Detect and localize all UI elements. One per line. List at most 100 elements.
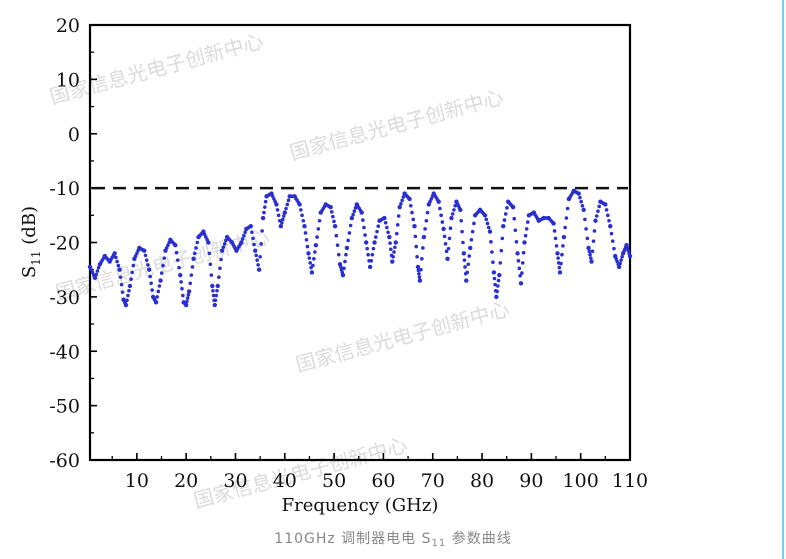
curve-dot — [217, 275, 221, 279]
curve-dot — [452, 208, 456, 212]
curve-dot — [221, 245, 226, 250]
curve-dot — [262, 210, 266, 215]
curve-dot — [421, 246, 425, 250]
data-point — [359, 210, 364, 215]
data-point — [518, 281, 524, 286]
x-tick-label: 30 — [223, 470, 247, 492]
curve-dot — [614, 257, 618, 261]
data-point — [593, 218, 598, 223]
curve-dot — [594, 214, 599, 218]
curve-dot — [584, 227, 588, 231]
curve-dot — [499, 248, 504, 253]
data-point — [309, 270, 315, 275]
curve-dot — [557, 265, 562, 270]
data-point — [487, 229, 493, 234]
data-point — [274, 202, 279, 207]
curve-dot — [115, 259, 119, 264]
y-tick-label: 0 — [68, 124, 80, 146]
curve-dot — [395, 223, 400, 227]
data-point — [603, 202, 608, 207]
curve-dot — [385, 225, 389, 230]
curve-dot — [177, 265, 181, 270]
curve-dot — [162, 256, 167, 260]
curve-dot — [491, 260, 495, 265]
data-point — [123, 302, 129, 308]
curve-dot — [131, 263, 136, 268]
curve-dot — [396, 214, 401, 218]
curve-dot — [194, 246, 198, 250]
data-point — [282, 210, 287, 215]
curve-dot — [410, 210, 414, 215]
curve-dot — [463, 265, 467, 269]
curve-dot — [120, 290, 125, 294]
curve-dot — [585, 236, 590, 241]
curve-dot — [413, 234, 418, 239]
data-point — [468, 245, 473, 251]
curve-dot — [127, 288, 131, 293]
x-axis-title: Frequency (GHz) — [282, 495, 439, 516]
curve-dot — [315, 235, 319, 239]
data-point — [627, 253, 633, 259]
curve-dot — [129, 277, 133, 282]
curve-dot — [286, 198, 291, 203]
watermark-text: 国家信息光电子创新中心 — [287, 85, 506, 165]
curve-dot — [604, 208, 609, 212]
data-point — [608, 223, 613, 229]
caption-text: 110GHz 调制器电电 S — [274, 531, 432, 547]
curve-dot — [148, 274, 152, 279]
curve-dot — [301, 218, 306, 223]
curve-dot — [498, 261, 503, 265]
curve-dot — [270, 194, 275, 199]
data-point — [186, 289, 192, 294]
curve-dot — [417, 271, 421, 276]
data-point — [522, 240, 527, 245]
curve-dot — [620, 254, 624, 259]
curve-dot — [420, 257, 424, 261]
curve-dot — [389, 247, 393, 252]
data-point — [340, 272, 346, 278]
curve-dot — [400, 198, 404, 203]
curve-dot — [460, 229, 464, 234]
y-tick-label: -60 — [49, 450, 80, 472]
data-point — [581, 207, 586, 213]
curve-dot — [446, 246, 451, 251]
curve-dot — [282, 214, 286, 218]
curve-dot — [252, 242, 256, 247]
data-point — [173, 243, 178, 248]
data-point — [183, 302, 189, 308]
data-point — [239, 240, 244, 245]
curve-dot — [130, 270, 134, 275]
curve-dot — [512, 216, 517, 221]
curve-dot — [564, 216, 569, 220]
curve-dot — [280, 220, 284, 225]
curve-dot — [208, 262, 213, 267]
curve-dot — [313, 250, 317, 254]
curve-dot — [490, 250, 494, 254]
curve-dot — [125, 298, 129, 303]
curve-dot — [596, 209, 600, 214]
curve-dot — [370, 252, 375, 257]
curve-dot — [263, 199, 268, 204]
data-point — [393, 240, 398, 245]
curve-dot — [424, 218, 429, 223]
curve-dot — [119, 282, 124, 287]
data-point — [497, 272, 502, 278]
curve-dot — [276, 213, 281, 218]
data-point — [297, 202, 302, 207]
curve-dot — [143, 253, 148, 258]
y-axis-title-main: S — [19, 266, 40, 278]
y-tick-label: 20 — [56, 15, 80, 37]
curve-dot — [612, 246, 616, 251]
curve-dot — [444, 249, 449, 254]
curve-dot — [606, 213, 610, 218]
caption-subscript: 11 — [431, 538, 447, 549]
curve-dot — [465, 270, 470, 275]
curve-dot — [442, 234, 447, 239]
curve-dot — [563, 225, 567, 230]
curve-dot — [181, 293, 185, 298]
curve-dot — [312, 257, 316, 261]
curve-dot — [159, 271, 164, 275]
data-point — [417, 278, 423, 283]
curve-dot — [609, 231, 614, 236]
curve-dot — [556, 256, 560, 260]
